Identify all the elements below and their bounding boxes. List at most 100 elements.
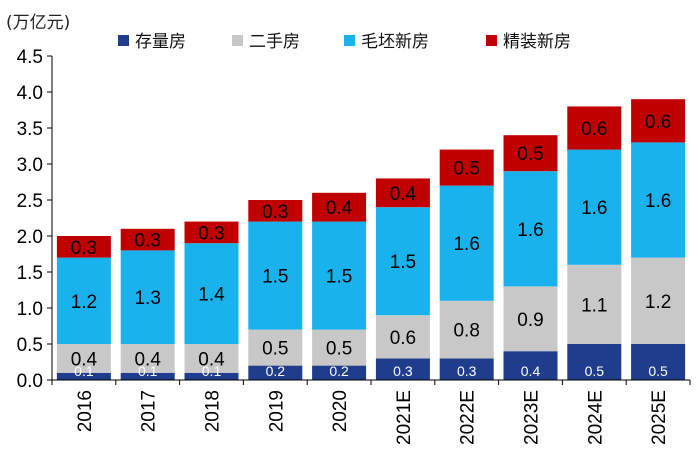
data-labels-group: 0.10.41.20.30.10.41.30.30.10.41.40.30.20…	[71, 112, 672, 379]
data-label-2017-series-3: 0.3	[134, 231, 160, 252]
bar-2022E-series-1	[439, 300, 494, 359]
y-tick-label-0: 0.0	[17, 371, 43, 392]
y-tick-label-4: 2.0	[17, 227, 43, 248]
bar-2021E-series-0	[375, 358, 430, 380]
bar-2021E-series-3	[375, 178, 430, 208]
data-label-2021E-series-1: 0.6	[390, 328, 416, 349]
legend-label-1: 二手房	[249, 32, 300, 52]
data-label-2018-series-2: 1.4	[198, 285, 225, 306]
bar-2020-series-0	[312, 365, 367, 380]
x-tick-label-1: 2017	[139, 390, 160, 432]
data-label-2018-series-0: 0.1	[202, 363, 222, 379]
data-label-2018-series-1: 0.4	[198, 349, 225, 370]
bar-2021E-series-2	[375, 207, 430, 316]
bar-2025E-series-3	[631, 99, 686, 143]
y-tick-label-6: 3.0	[17, 155, 43, 176]
bar-2025E-series-2	[631, 142, 686, 258]
bar-2019-series-0	[248, 365, 303, 380]
data-label-2024E-series-0: 0.5	[585, 363, 605, 379]
bar-2020-series-2	[312, 221, 367, 330]
data-label-2017-series-1: 0.4	[134, 349, 161, 370]
data-label-2019-series-0: 0.2	[266, 363, 286, 379]
data-label-2025E-series-2: 1.6	[645, 191, 671, 212]
data-label-2024E-series-3: 0.6	[581, 119, 607, 140]
y-tick-label-9: 4.5	[17, 47, 43, 68]
bar-2017-series-1	[120, 344, 175, 373]
bars-group	[56, 99, 686, 380]
legend-swatch-3	[486, 35, 497, 46]
bar-2018-series-0	[184, 372, 239, 380]
bar-2023E-series-3	[503, 135, 558, 172]
data-label-2020-series-3: 0.4	[326, 198, 353, 219]
data-label-2022E-series-2: 1.6	[453, 234, 479, 255]
bar-2023E-series-2	[503, 171, 558, 287]
legend-swatch-1	[232, 35, 243, 46]
data-label-2019-series-3: 0.3	[262, 202, 288, 223]
axes-group: 0.0 0.5 1.0 1.5 2.0 2.5 3.0 3.5 4.0 4.5 2016 2017 20…	[17, 47, 691, 445]
x-tick-label-2: 2018	[203, 390, 224, 432]
bar-2025E-series-0	[631, 344, 686, 380]
bar-2018-series-1	[184, 344, 239, 373]
data-label-2019-series-1: 0.5	[262, 339, 288, 360]
bar-2023E-series-0	[503, 351, 558, 380]
data-label-2024E-series-1: 1.1	[581, 295, 607, 316]
legend-swatch-2	[344, 35, 355, 46]
bar-2016-series-2	[56, 257, 111, 344]
data-label-2020-series-2: 1.5	[326, 267, 352, 288]
legend-swatch-0	[118, 35, 129, 46]
x-tick-label-3: 2019	[266, 390, 287, 432]
bar-2022E-series-0	[439, 358, 494, 380]
bar-2017-series-2	[120, 250, 175, 344]
bar-2022E-series-2	[439, 185, 494, 301]
x-tick-label-8: 2024E	[585, 390, 606, 445]
bar-2016-series-1	[56, 344, 111, 373]
y-tick-label-7: 3.5	[17, 119, 43, 140]
bar-2024E-series-1	[567, 264, 622, 344]
data-label-2022E-series-1: 0.8	[453, 321, 479, 342]
data-label-2020-series-1: 0.5	[326, 339, 352, 360]
y-tick-label-1: 0.5	[17, 335, 43, 356]
data-label-2016-series-3: 0.3	[71, 238, 97, 259]
data-label-2020-series-0: 0.2	[329, 363, 349, 379]
data-label-2025E-series-0: 0.5	[648, 363, 668, 379]
bar-2025E-series-1	[631, 257, 686, 344]
y-tick-label-5: 2.5	[17, 191, 43, 212]
x-tick-label-6: 2022E	[458, 390, 479, 445]
bar-2024E-series-0	[567, 344, 622, 380]
bar-2018-series-2	[184, 243, 239, 344]
legend-label-3: 精装新房	[503, 32, 571, 52]
y-tick-label-3: 1.5	[17, 263, 43, 284]
bar-2016-series-3	[56, 236, 111, 258]
bar-2020-series-1	[312, 329, 367, 366]
data-label-2023E-series-3: 0.5	[517, 144, 543, 165]
data-label-2017-series-0: 0.1	[138, 363, 158, 379]
data-label-2024E-series-2: 1.6	[581, 198, 607, 219]
data-label-2016-series-1: 0.4	[71, 349, 98, 370]
data-label-2016-series-0: 0.1	[74, 363, 94, 379]
data-label-2023E-series-2: 1.6	[517, 220, 543, 241]
bar-2022E-series-3	[439, 149, 494, 186]
bar-2016-series-0	[56, 372, 111, 380]
y-axis-unit-label: (万亿元)	[6, 13, 70, 33]
data-label-2022E-series-3: 0.5	[453, 159, 479, 180]
legend-label-0: 存量房	[135, 32, 186, 52]
bar-2019-series-3	[248, 200, 303, 222]
x-tick-label-9: 2025E	[649, 390, 670, 445]
data-label-2019-series-2: 1.5	[262, 267, 288, 288]
bar-2019-series-2	[248, 221, 303, 330]
y-tick-label-2: 1.0	[17, 299, 43, 320]
data-label-2023E-series-1: 0.9	[517, 310, 543, 331]
bar-2017-series-3	[120, 228, 175, 251]
bar-2019-series-1	[248, 329, 303, 366]
data-label-2021E-series-2: 1.5	[390, 252, 416, 273]
data-label-2025E-series-3: 0.6	[645, 112, 671, 133]
data-label-2023E-series-0: 0.4	[521, 363, 541, 379]
x-tick-label-5: 2021E	[394, 390, 415, 445]
bar-2018-series-3	[184, 221, 239, 244]
data-label-2016-series-2: 1.2	[71, 292, 97, 313]
bar-2021E-series-1	[375, 315, 430, 359]
data-label-2017-series-2: 1.3	[134, 288, 160, 309]
bar-2017-series-0	[120, 372, 175, 380]
x-tick-label-4: 2020	[330, 390, 351, 432]
